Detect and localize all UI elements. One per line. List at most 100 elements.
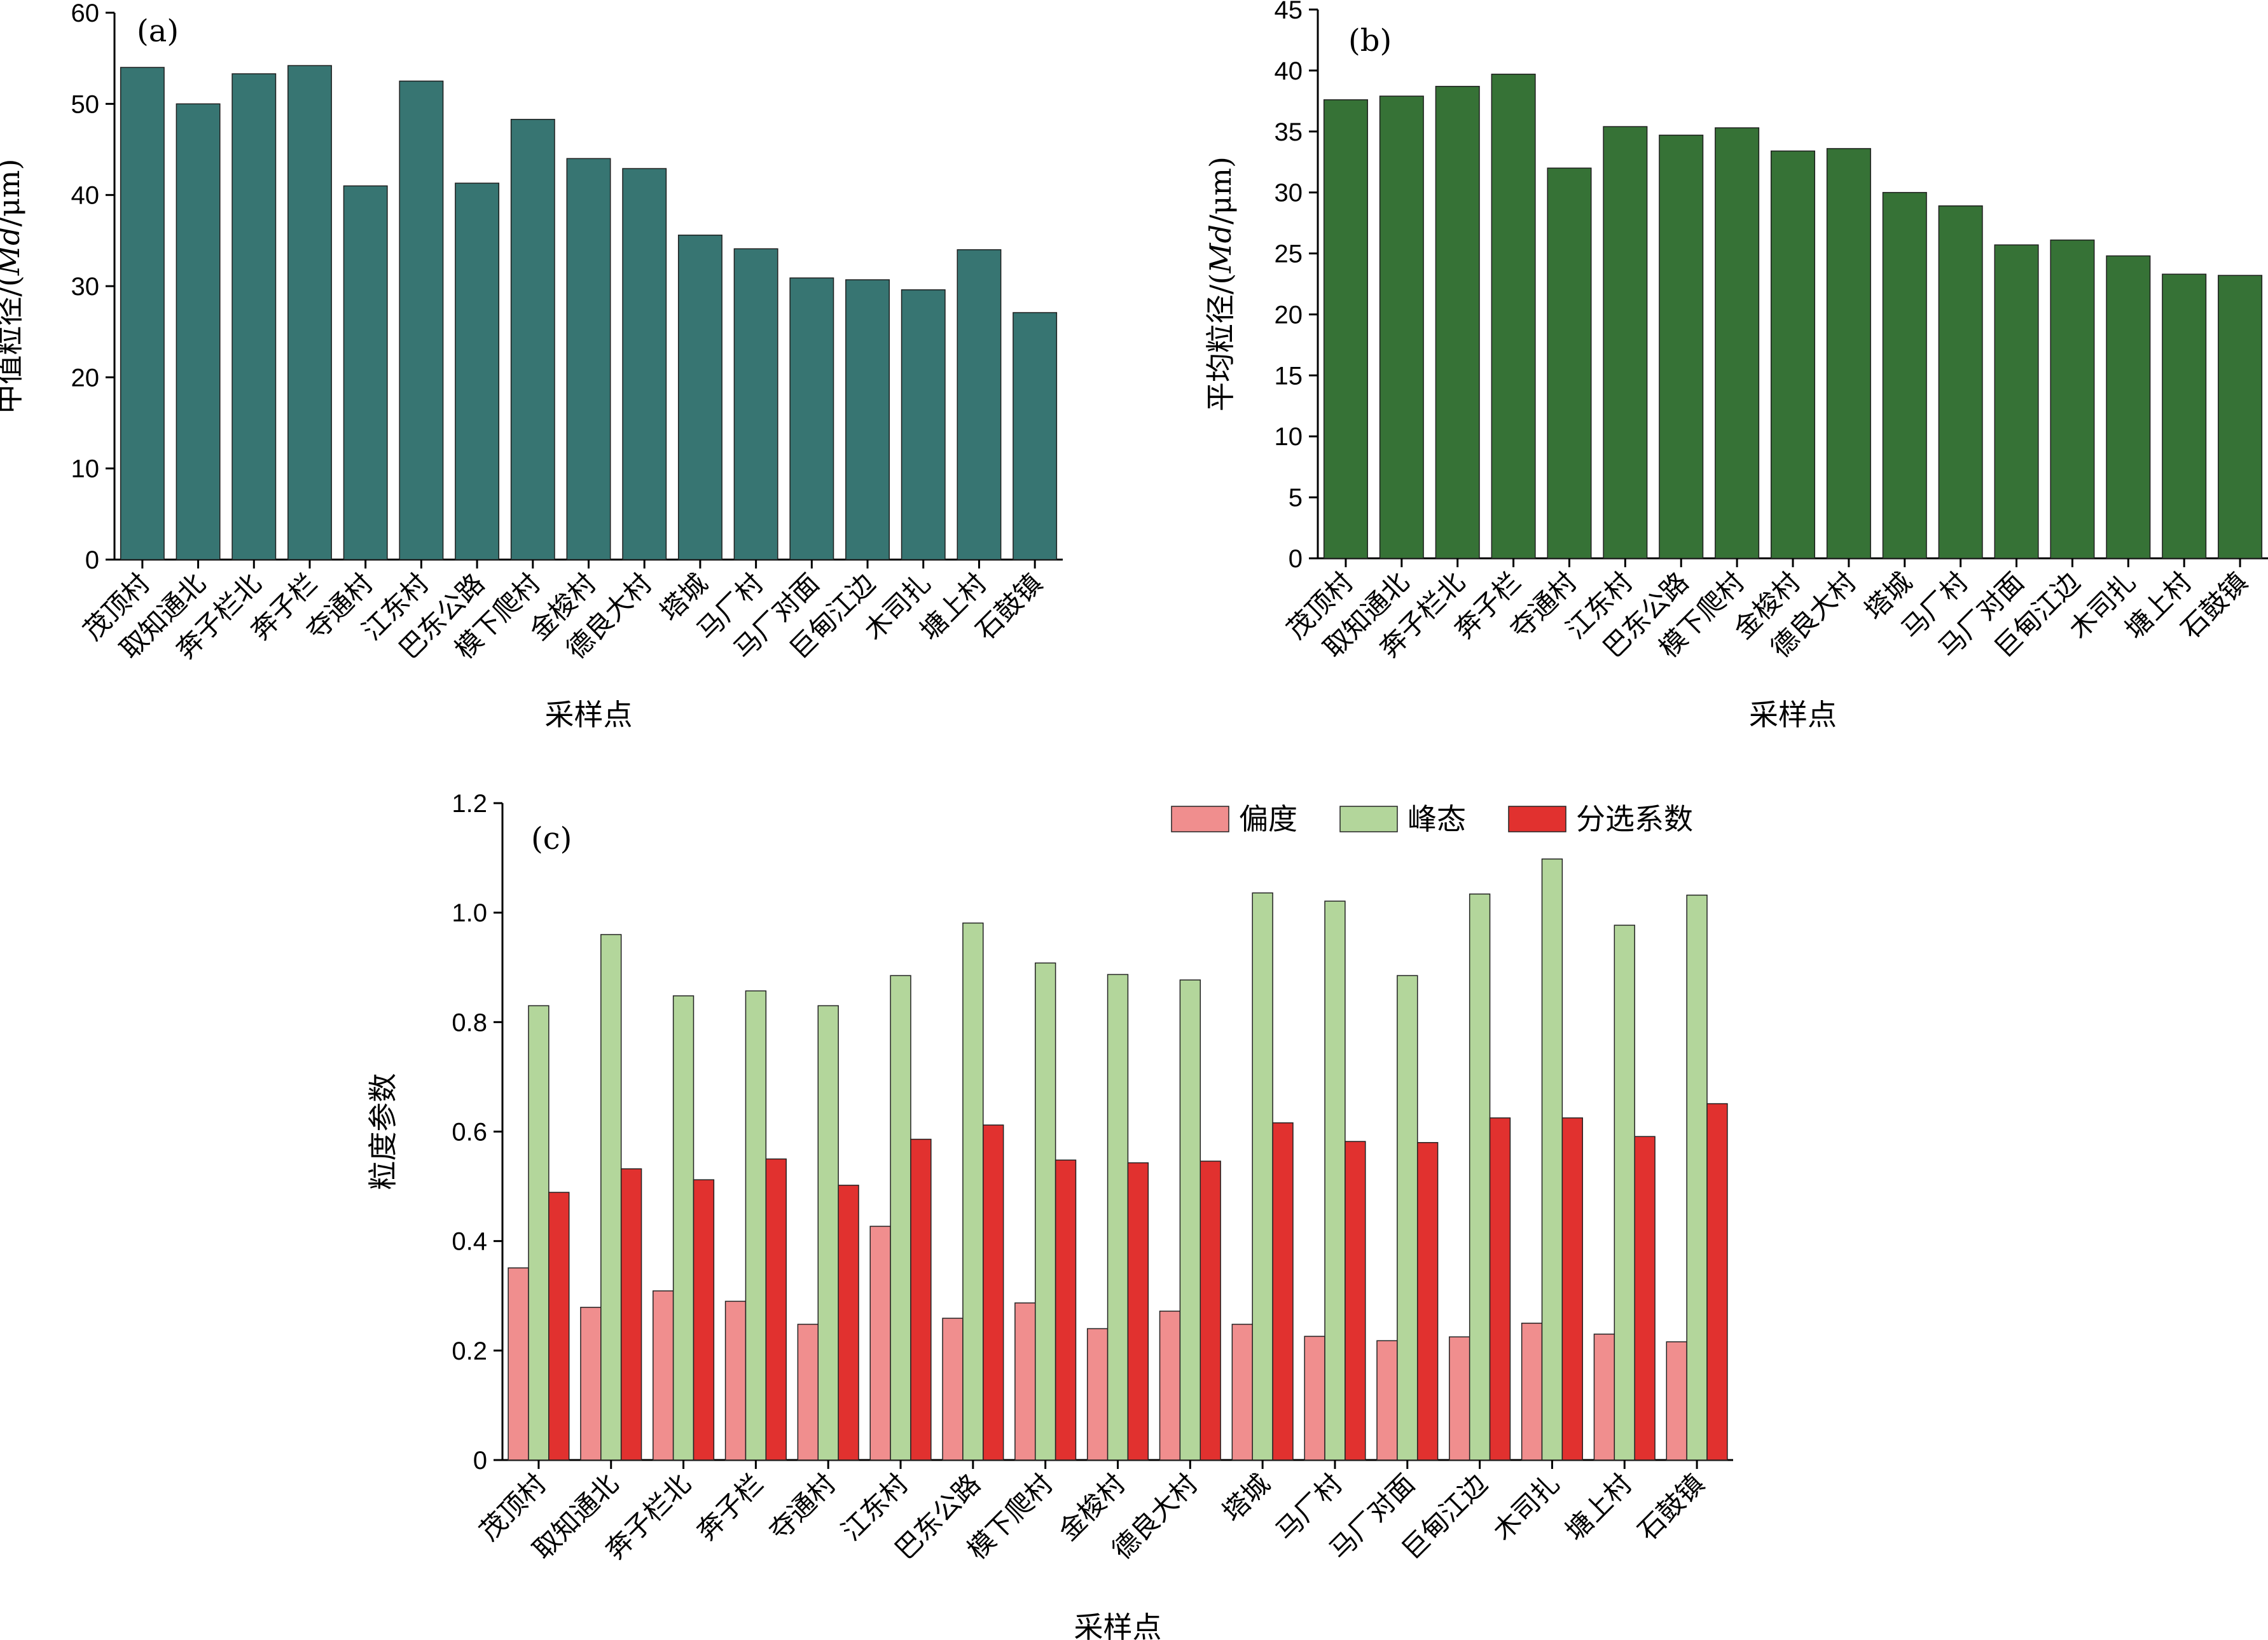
bar-分选系数-取知通北 — [620, 1168, 642, 1461]
bar-马厂村 — [1938, 205, 1983, 559]
panel-label: (c) — [531, 821, 572, 857]
bar-德良大村 — [622, 168, 667, 560]
bar-德良大村 — [1826, 148, 1871, 559]
y-tick-label: 25 — [1275, 240, 1303, 268]
bar-分选系数-巨甸江边 — [1489, 1117, 1511, 1461]
bar-分选系数-塔城 — [1272, 1122, 1294, 1461]
y-tick-label: 20 — [1275, 301, 1303, 329]
bar-峰态-模下爬村 — [1034, 962, 1056, 1461]
bar-塔城 — [677, 234, 723, 560]
bar-偏度-取知通北 — [580, 1307, 602, 1461]
y-axis-title-text: 粒度参数 — [366, 1073, 400, 1190]
y-axis-title-italic: Md — [0, 226, 26, 276]
bar-偏度-塘上村 — [1593, 1333, 1615, 1461]
y-tick-label: 30 — [1275, 179, 1303, 207]
y-axis-title: 中值粒径/(Md/μm) — [0, 159, 26, 414]
bar-峰态-德良大村 — [1179, 979, 1201, 1461]
bar-峰态-巨甸江边 — [1469, 893, 1491, 1461]
panel-label: (a) — [137, 13, 179, 49]
bar-偏度-德良大村 — [1159, 1311, 1181, 1461]
y-tick-label: 35 — [1275, 118, 1303, 146]
bar-江东村 — [1603, 126, 1648, 559]
bar-分选系数-马厂对面 — [1416, 1141, 1439, 1461]
y-axis-title-italic: Md — [1203, 224, 1238, 274]
y-tick-label: 0.4 — [452, 1228, 487, 1256]
x-tick-label: 石鼓镇 — [1631, 1468, 1710, 1547]
legend-label: 偏度 — [1239, 802, 1297, 836]
bar-偏度-模下爬村 — [1014, 1302, 1036, 1461]
y-tick-label: 60 — [71, 0, 100, 27]
bar-偏度-奔子栏 — [724, 1300, 747, 1461]
x-axis-title: 采样点 — [1749, 698, 1837, 732]
y-axis-title-unit: /μm) — [1203, 156, 1238, 224]
bar-奔子栏北 — [232, 73, 277, 560]
chart-panel-a: 0102030405060茂顶村取知通北奔子栏北奔子栏夺通村江东村巴东公路模下爬… — [0, 0, 1063, 732]
bar-峰态-木司扎 — [1541, 858, 1563, 1461]
bar-峰态-取知通北 — [600, 934, 622, 1461]
bar-偏度-金梭村 — [1086, 1328, 1109, 1461]
bar-峰态-茂顶村 — [528, 1005, 550, 1461]
y-tick-label: 50 — [71, 90, 100, 118]
legend-swatch-峰态 — [1339, 806, 1398, 832]
bar-分选系数-茂顶村 — [548, 1192, 570, 1461]
y-tick-label: 0.2 — [452, 1337, 487, 1365]
y-tick-label: 45 — [1275, 0, 1303, 24]
bar-模下爬村 — [1715, 127, 1760, 559]
bar-金梭村 — [566, 158, 611, 560]
bar-木司扎 — [901, 289, 946, 560]
bar-夺通村 — [1547, 167, 1592, 559]
bar-偏度-木司扎 — [1521, 1323, 1543, 1461]
bar-峰态-塔城 — [1252, 892, 1273, 1461]
bar-奔子栏 — [1491, 73, 1536, 559]
bar-分选系数-夺通村 — [838, 1185, 859, 1461]
x-axis-title: 采样点 — [1074, 1610, 1162, 1640]
bar-塘上村 — [957, 249, 1002, 560]
bar-分选系数-塘上村 — [1634, 1136, 1656, 1461]
y-axis-title-text: 平均粒径/( — [1203, 273, 1238, 411]
y-tick-label: 20 — [71, 364, 100, 392]
bar-偏度-奔子栏北 — [653, 1290, 674, 1461]
bar-奔子栏北 — [1435, 86, 1480, 559]
x-tick-label: 奔子栏 — [691, 1468, 770, 1547]
bar-峰态-石鼓镇 — [1686, 894, 1708, 1461]
chart-panel-c: 00.20.40.60.81.01.2茂顶村取知通北奔子栏北奔子栏夺通村江东村巴… — [366, 790, 1733, 1640]
bar-峰态-塘上村 — [1614, 925, 1635, 1461]
y-tick-label: 15 — [1275, 362, 1303, 390]
legend-label: 分选系数 — [1576, 802, 1693, 836]
bar-峰态-马厂对面 — [1397, 975, 1418, 1461]
bar-偏度-江东村 — [869, 1225, 891, 1461]
y-tick-label: 0 — [85, 546, 99, 574]
bar-峰态-夺通村 — [817, 1005, 839, 1461]
bar-分选系数-石鼓镇 — [1706, 1103, 1728, 1461]
bar-模下爬村 — [510, 118, 555, 560]
bar-马厂对面 — [789, 277, 834, 560]
bar-峰态-金梭村 — [1107, 974, 1129, 1461]
bar-金梭村 — [1770, 150, 1816, 559]
bar-分选系数-马厂村 — [1345, 1141, 1366, 1461]
bar-分选系数-江东村 — [910, 1138, 932, 1461]
chart-panel-b: 051015202530354045茂顶村取知通北奔子栏北奔子栏夺通村江东村巴东… — [1203, 0, 2268, 732]
bar-分选系数-金梭村 — [1127, 1162, 1149, 1461]
bar-巴东公路 — [455, 183, 500, 560]
legend-swatch-分选系数 — [1508, 806, 1566, 832]
bar-木司扎 — [2106, 255, 2151, 559]
y-tick-label: 0.8 — [452, 1009, 487, 1037]
bar-峰态-奔子栏北 — [672, 995, 695, 1461]
y-tick-label: 10 — [71, 455, 100, 483]
bar-分选系数-巴东公路 — [983, 1124, 1004, 1461]
x-tick-label: 塘上村 — [1559, 1468, 1638, 1547]
bar-巨甸江边 — [845, 279, 890, 560]
bar-峰态-奔子栏 — [745, 990, 767, 1461]
bar-分选系数-模下爬村 — [1054, 1159, 1077, 1461]
bar-分选系数-德良大村 — [1200, 1161, 1221, 1461]
bar-马厂村 — [733, 248, 778, 560]
x-axis-title: 采样点 — [545, 698, 633, 732]
x-tick-label: 木司扎 — [1487, 1468, 1566, 1547]
bar-分选系数-奔子栏北 — [693, 1179, 715, 1461]
panel-label: (b) — [1348, 23, 1392, 59]
bar-偏度-巴东公路 — [942, 1318, 964, 1461]
x-tick-label: 夺通村 — [763, 1468, 842, 1547]
y-axis-title: 粒度参数 — [366, 1073, 400, 1190]
bar-偏度-马厂村 — [1304, 1335, 1325, 1461]
y-tick-label: 5 — [1289, 484, 1303, 512]
